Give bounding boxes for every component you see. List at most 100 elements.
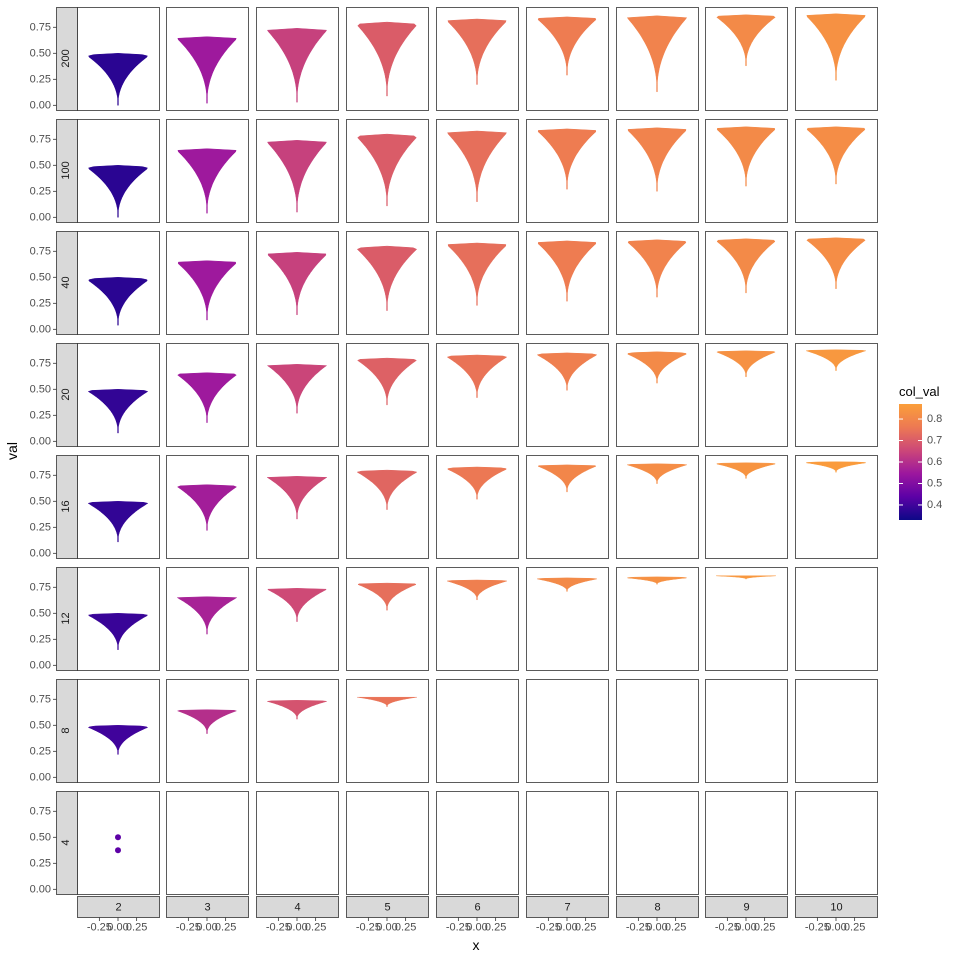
y-tick-label-40-3: 0.75 [30, 245, 51, 257]
legend-tick-label-4: 0.8 [927, 413, 942, 425]
panel-4-9 [705, 791, 788, 895]
violin-100-10 [806, 126, 866, 185]
violin-40-9 [716, 238, 776, 294]
y-tick-label-8-3: 0.75 [30, 693, 51, 705]
y-tick-label-20-1: 0.25 [30, 409, 51, 421]
panel-12-10 [795, 567, 878, 671]
violin-200-10 [806, 13, 866, 81]
col-strip-label-4: 4 [294, 902, 300, 914]
violin-16-3 [176, 484, 238, 531]
violin-16-2 [87, 501, 149, 543]
col-strip-10 [795, 896, 878, 918]
x-tick-label-10-0: -0.25 [805, 922, 830, 934]
y-tick-label-4-1: 0.25 [30, 857, 51, 869]
y-tick-label-20-2: 0.50 [30, 383, 51, 395]
x-tick-label-6-0: -0.25 [446, 922, 471, 934]
violin-16-7 [537, 464, 597, 493]
y-tick-label-16-0: 0.00 [30, 547, 51, 559]
panel-8-9 [705, 679, 788, 783]
violin-8-5 [357, 696, 417, 707]
y-tick-label-100-0: 0.00 [30, 211, 51, 223]
x-tick-label-9-2: 0.25 [754, 922, 775, 934]
violin-40-8 [627, 239, 687, 298]
col-strip-label-8: 8 [654, 902, 660, 914]
legend-colorbar [899, 404, 922, 520]
col-strip-2 [77, 896, 160, 918]
x-tick-label-9-1: 0.00 [735, 922, 756, 934]
panel-8-6 [436, 679, 519, 783]
violin-12-8 [626, 576, 688, 585]
y-tick-label-16-2: 0.50 [30, 495, 51, 507]
x-tick-label-4-1: 0.00 [286, 922, 307, 934]
violin-40-2 [88, 277, 148, 326]
x-tick-label-9-0: -0.25 [715, 922, 740, 934]
violin-40-7 [537, 240, 597, 302]
violin-12-7 [537, 577, 597, 592]
panel-16-10 [795, 455, 878, 559]
legend-tick-label-1: 0.5 [927, 477, 942, 489]
violin-200-5 [357, 21, 417, 97]
violin-20-3 [177, 372, 237, 423]
x-tick-label-2-0: -0.25 [87, 922, 112, 934]
panel-4-6 [436, 791, 519, 895]
x-tick-label-5-0: -0.25 [356, 922, 381, 934]
violin-16-8 [627, 463, 687, 484]
y-tick-label-12-0: 0.00 [30, 659, 51, 671]
facet-strips: 200 100 40 20 16 12 8 4 2 3 4 5 6 7 8 9 10 [56, 7, 878, 918]
violin-20-8 [627, 351, 687, 384]
violin-200-4 [266, 28, 328, 103]
row-strip-16 [56, 455, 78, 559]
violin-8-3 [176, 709, 238, 734]
panel-16-4 [256, 455, 339, 559]
violin-100-8 [627, 127, 687, 192]
panel-4-5 [346, 791, 429, 895]
panel-8-10 [795, 679, 878, 783]
violin-20-2 [87, 389, 149, 434]
x-tick-label-3-2: 0.25 [215, 922, 236, 934]
col-strip-label-9: 9 [743, 902, 749, 914]
violin-12-2 [87, 613, 149, 650]
x-tick-label-10-1: 0.00 [825, 922, 846, 934]
col-strip-label-6: 6 [474, 902, 480, 914]
violin-40-3 [177, 260, 237, 321]
violin-12-9 [716, 575, 776, 580]
x-tick-label-7-1: 0.00 [556, 922, 577, 934]
y-tick-label-40-0: 0.00 [30, 323, 51, 335]
violin-20-5 [357, 357, 417, 406]
col-strip-label-7: 7 [564, 902, 570, 914]
y-tick-label-200-2: 0.50 [30, 47, 51, 59]
panel-4-4 [256, 791, 339, 895]
panel-4-7 [526, 791, 609, 895]
col-strip-9 [705, 896, 788, 918]
x-tick-label-5-1: 0.00 [376, 922, 397, 934]
violin-12-5 [357, 582, 417, 611]
y-tick-label-100-1: 0.25 [30, 185, 51, 197]
panel-8-7 [526, 679, 609, 783]
y-tick-label-40-1: 0.25 [30, 297, 51, 309]
violin-200-8 [626, 15, 688, 93]
row-strip-12 [56, 567, 78, 671]
row-strip-label-16: 16 [60, 500, 72, 512]
col-strip-8 [616, 896, 699, 918]
y-tick-label-8-0: 0.00 [30, 771, 51, 783]
violin-16-6 [447, 466, 507, 500]
col-strip-label-2: 2 [115, 902, 121, 914]
col-strip-4 [256, 896, 339, 918]
panel-4-8 [616, 791, 699, 895]
x-tick-label-8-1: 0.00 [646, 922, 667, 934]
y-tick-label-100-3: 0.75 [30, 133, 51, 145]
panel-8-8 [616, 679, 699, 783]
violin-100-5 [357, 133, 417, 207]
x-tick-label-3-0: -0.25 [176, 922, 201, 934]
violin-100-7 [537, 128, 597, 190]
panel-12-8 [616, 567, 699, 671]
violin-8-2 [87, 725, 149, 755]
violin-12-3 [176, 596, 238, 635]
violin-200-9 [716, 14, 776, 67]
row-strip-label-20: 20 [60, 388, 72, 400]
violin-20-7 [536, 352, 598, 391]
violin-16-10 [806, 461, 866, 473]
row-strip-label-4: 4 [60, 839, 72, 845]
violin-200-2 [88, 53, 148, 106]
